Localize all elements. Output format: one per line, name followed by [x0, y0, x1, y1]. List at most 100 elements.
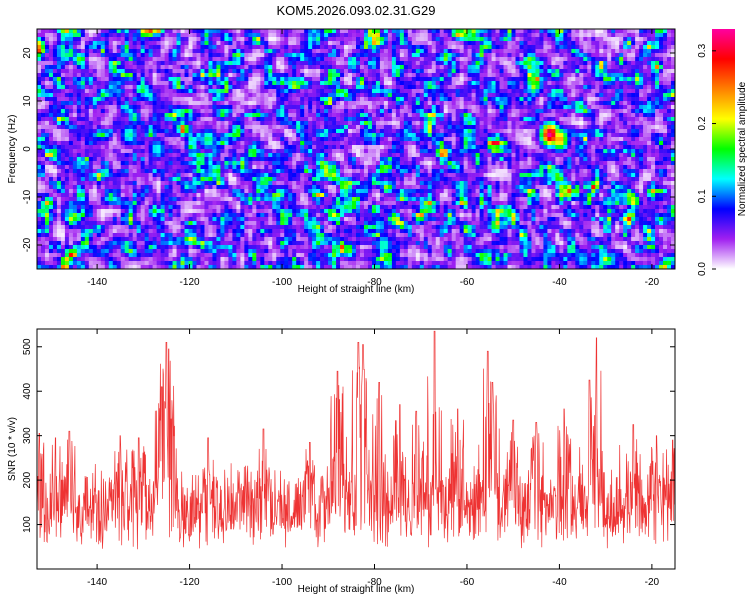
heatmap-cell	[487, 97, 492, 102]
heatmap-cell	[399, 105, 405, 110]
heatmap-cell	[128, 105, 133, 110]
heatmap-cell	[423, 29, 429, 34]
heatmap-cell	[567, 29, 572, 34]
heatmap-cell	[415, 105, 421, 110]
heatmap-cell	[120, 129, 126, 134]
heatmap-cell	[92, 117, 98, 122]
heatmap-cell	[108, 145, 114, 150]
heatmap-cell	[363, 93, 369, 98]
heatmap-cell	[503, 53, 508, 58]
heatmap-cell	[212, 149, 217, 154]
heatmap-cell	[527, 101, 532, 106]
heatmap-cell	[184, 85, 189, 90]
heatmap-cell	[344, 121, 349, 126]
heatmap-cell	[459, 57, 464, 62]
heatmap-cell	[479, 105, 484, 110]
heatmap-cell	[72, 77, 78, 82]
heatmap-cell	[296, 69, 301, 74]
heatmap-cell	[336, 69, 341, 74]
heatmap-cell	[324, 49, 329, 54]
heatmap-cell	[224, 117, 229, 122]
heatmap-cell	[304, 97, 309, 102]
heatmap-cell	[383, 137, 389, 142]
heatmap-cell	[232, 133, 237, 138]
heatmap-cell	[615, 61, 620, 66]
heatmap-cell	[312, 73, 317, 78]
heatmap-cell	[463, 125, 468, 130]
heatmap-cell	[276, 89, 281, 94]
heatmap-cell	[435, 57, 441, 62]
heatmap-cell	[667, 85, 672, 90]
heatmap-cell	[379, 53, 385, 58]
heatmap-cell	[80, 113, 86, 118]
heatmap-cell	[451, 69, 456, 74]
heatmap-cell	[471, 101, 476, 106]
heatmap-cell	[96, 97, 102, 102]
heatmap-cell	[631, 49, 636, 54]
heatmap-cell	[631, 121, 636, 126]
heatmap-cell	[627, 57, 632, 62]
heatmap-cell	[232, 49, 237, 54]
heatmap-cell	[224, 133, 229, 138]
heatmap-cell	[132, 73, 137, 78]
heatmap-cell	[395, 81, 401, 86]
heatmap-cell	[463, 97, 468, 102]
heatmap-cell	[168, 61, 173, 66]
heatmap-cell	[196, 105, 201, 110]
heatmap-cell	[68, 29, 74, 34]
heatmap-cell	[483, 125, 488, 130]
heatmap-cell	[603, 85, 608, 90]
heatmap-cell	[304, 109, 309, 114]
heatmap-cell	[599, 61, 604, 66]
heatmap-cell	[140, 133, 145, 138]
heatmap-cell	[132, 121, 137, 126]
heatmap-cell	[423, 49, 429, 54]
heatmap-cell	[192, 109, 197, 114]
heatmap-cell	[579, 77, 584, 82]
heatmap-cell	[280, 129, 285, 134]
heatmap-cell	[615, 41, 620, 46]
heatmap-cell	[615, 133, 620, 138]
heatmap-cell	[156, 145, 161, 150]
heatmap-cell	[152, 73, 157, 78]
heatmap-cell	[463, 45, 468, 50]
heatmap-cell	[631, 33, 636, 38]
heatmap-cell	[475, 65, 480, 70]
heatmap-cell	[467, 65, 472, 70]
heatmap-cell	[312, 53, 317, 58]
heatmap-cell	[144, 85, 149, 90]
heatmap-cell	[56, 81, 62, 86]
heatmap-cell	[583, 141, 588, 146]
heatmap-cell	[100, 49, 106, 54]
heatmap-cell	[96, 105, 102, 110]
heatmap-cell	[379, 93, 385, 98]
heatmap-cell	[555, 41, 560, 46]
heatmap-cell	[519, 37, 524, 42]
heatmap-cell	[451, 49, 456, 54]
heatmap-cell	[176, 49, 181, 54]
heatmap-cell	[475, 41, 480, 46]
heatmap-cell	[248, 65, 253, 70]
heatmap-cell	[579, 117, 584, 122]
heatmap-cell	[611, 145, 616, 150]
heatmap-cell	[276, 145, 281, 150]
heatmap-cell	[224, 125, 229, 130]
heatmap-cell	[192, 141, 197, 146]
heatmap-cell	[168, 65, 173, 70]
heatmap-cell	[367, 97, 373, 102]
heatmap-cell	[559, 85, 564, 90]
heatmap-cell	[128, 65, 133, 70]
heatmap-cell	[264, 61, 269, 66]
heatmap-cell	[216, 137, 221, 142]
heatmap-cell	[479, 85, 484, 90]
heatmap-cell	[208, 89, 213, 94]
heatmap-cell	[659, 125, 664, 130]
heatmap-cell	[435, 89, 441, 94]
heatmap-cell	[224, 41, 229, 46]
heatmap-cell	[499, 141, 504, 146]
heatmap-cell	[631, 77, 636, 82]
heatmap-cell	[48, 61, 54, 66]
heatmap-cell	[387, 81, 393, 86]
heatmap-cell	[579, 69, 584, 74]
heatmap-cell	[595, 149, 600, 154]
